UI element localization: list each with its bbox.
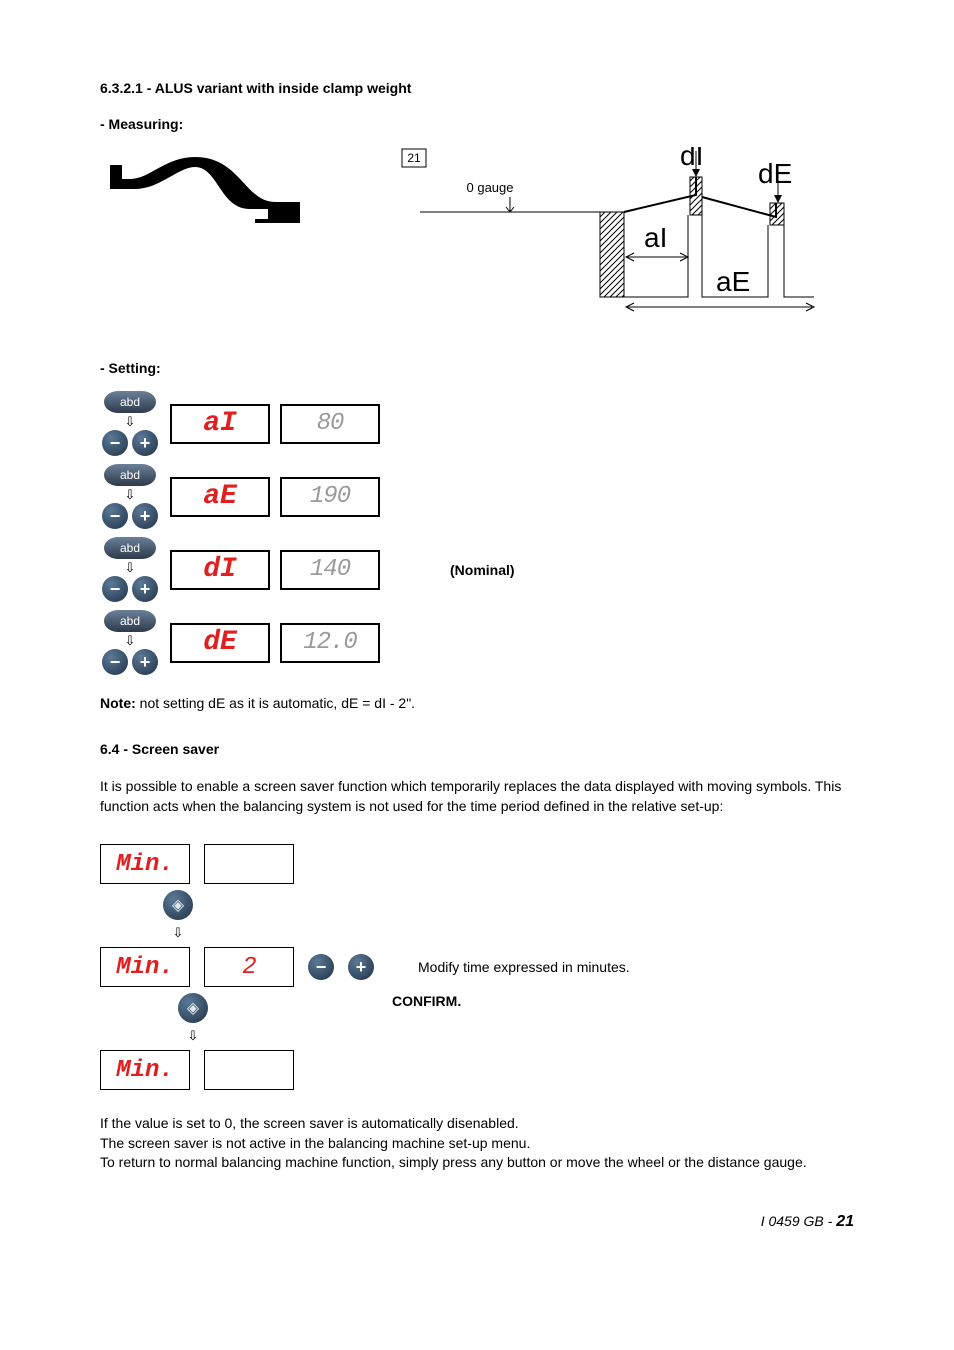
- setting-row: abd ⇩ − + aI 80: [100, 391, 854, 456]
- end-text: If the value is set to 0, the screen sav…: [100, 1114, 854, 1173]
- down-arrow-icon: ⇩: [125, 634, 136, 647]
- setting-row: abd ⇩ − + dE 12.0: [100, 610, 854, 675]
- abd-button[interactable]: abd: [104, 537, 156, 559]
- minus-button[interactable]: −: [102, 503, 128, 529]
- plus-button[interactable]: +: [348, 954, 374, 980]
- abd-button[interactable]: abd: [104, 464, 156, 486]
- page-footer: I 0459 GB - 21: [100, 1213, 854, 1231]
- minus-button[interactable]: −: [308, 954, 334, 980]
- min-display: Min.: [100, 947, 190, 987]
- geometry-diagram: 21 0 gauge dI dE: [400, 147, 820, 320]
- value-display: 12.0: [280, 623, 380, 663]
- label-aE: aE: [716, 266, 750, 297]
- empty-display: [204, 1050, 294, 1090]
- value-display: 80: [280, 404, 380, 444]
- param-display: aE: [170, 477, 270, 517]
- label-dE: dE: [758, 158, 792, 189]
- value-display: 140: [280, 550, 380, 590]
- measuring-label: - Measuring:: [100, 116, 854, 132]
- empty-display: [204, 844, 294, 884]
- down-arrow-icon: ⇩: [125, 561, 136, 574]
- screensaver-flow: Min. ◈ ⇩ Min. 2 − + Modify time expresse…: [100, 844, 854, 1090]
- param-display: dE: [170, 623, 270, 663]
- param-display: aI: [170, 404, 270, 444]
- plus-button[interactable]: +: [132, 430, 158, 456]
- minus-button[interactable]: −: [102, 430, 128, 456]
- setting-label: - Setting:: [100, 360, 854, 376]
- abd-button[interactable]: abd: [104, 391, 156, 413]
- minus-button[interactable]: −: [102, 576, 128, 602]
- label-dI: dI: [680, 147, 703, 171]
- minus-button[interactable]: −: [102, 649, 128, 675]
- setting-row: abd ⇩ − + dI 140 (Nominal): [100, 537, 854, 602]
- section-title-6321: 6.3.2.1 - ALUS variant with inside clamp…: [100, 80, 854, 96]
- measuring-row: 21 0 gauge dI dE: [100, 147, 854, 320]
- enter-button[interactable]: ◈: [178, 993, 208, 1023]
- screensaver-body: It is possible to enable a screen saver …: [100, 777, 854, 816]
- plus-button[interactable]: +: [132, 576, 158, 602]
- param-display: dI: [170, 550, 270, 590]
- modify-text: Modify time expressed in minutes.: [418, 959, 630, 975]
- min-display: Min.: [100, 844, 190, 884]
- down-arrow-icon: ⇩: [125, 415, 136, 428]
- down-arrow-icon: ⇩: [125, 488, 136, 501]
- min-display: Min.: [100, 1050, 190, 1090]
- label-aI: aI: [644, 222, 667, 253]
- value-display: 190: [280, 477, 380, 517]
- enter-button[interactable]: ◈: [163, 890, 193, 920]
- abd-button[interactable]: abd: [104, 610, 156, 632]
- note-line: Note: not setting dE as it is automatic,…: [100, 695, 854, 711]
- section-title-64: 6.4 - Screen saver: [100, 741, 854, 757]
- gauge-zero-label: 0 gauge: [467, 180, 514, 195]
- down-arrow-icon: ⇩: [188, 1029, 199, 1042]
- fig-number: 21: [407, 151, 421, 165]
- setting-row: abd ⇩ − + aE 190: [100, 464, 854, 529]
- clamp-weight-icon: [100, 147, 320, 227]
- timeout-display: 2: [204, 947, 294, 987]
- settings-list: abd ⇩ − + aI 80 abd ⇩ − + aE 190 abd ⇩ −: [100, 391, 854, 675]
- nominal-label: (Nominal): [450, 562, 515, 578]
- confirm-label: CONFIRM.: [392, 993, 461, 1009]
- down-arrow-icon: ⇩: [173, 926, 184, 939]
- plus-button[interactable]: +: [132, 503, 158, 529]
- plus-button[interactable]: +: [132, 649, 158, 675]
